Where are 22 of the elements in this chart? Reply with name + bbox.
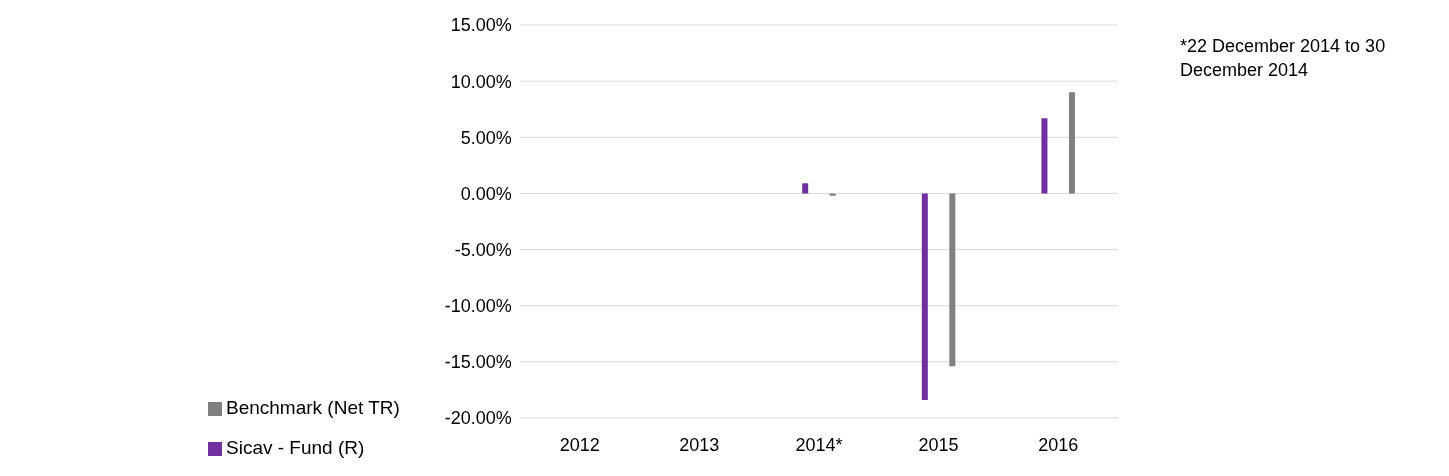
legend-label: Benchmark (Net TR) xyxy=(226,397,400,418)
x-tick-label: 2016 xyxy=(1038,434,1079,455)
bar xyxy=(1068,92,1075,194)
bar xyxy=(802,183,809,194)
legend-label: Sicav - Fund (R) xyxy=(226,437,365,458)
y-tick-label: -15.00% xyxy=(444,352,512,373)
bar xyxy=(949,193,956,367)
y-tick-label: -10.00% xyxy=(444,296,512,317)
bar xyxy=(921,193,928,401)
x-tick-label: 2012 xyxy=(559,434,600,455)
y-tick-label: 5.00% xyxy=(460,127,512,148)
y-tick-label: 15.00% xyxy=(450,15,512,36)
x-tick-label: 2014* xyxy=(795,434,843,455)
x-tick-label: 2015 xyxy=(918,434,959,455)
bar xyxy=(1041,118,1048,194)
y-tick-label: -5.00% xyxy=(454,239,512,260)
y-tick-label: -20.00% xyxy=(444,408,512,429)
y-tick-label: 10.00% xyxy=(450,71,512,92)
y-tick-label: 0.00% xyxy=(460,183,512,204)
text: *22 December 2014 to 30 December 2014 xyxy=(1180,35,1387,82)
x-tick-label: 2013 xyxy=(679,434,720,455)
bar xyxy=(829,193,836,196)
